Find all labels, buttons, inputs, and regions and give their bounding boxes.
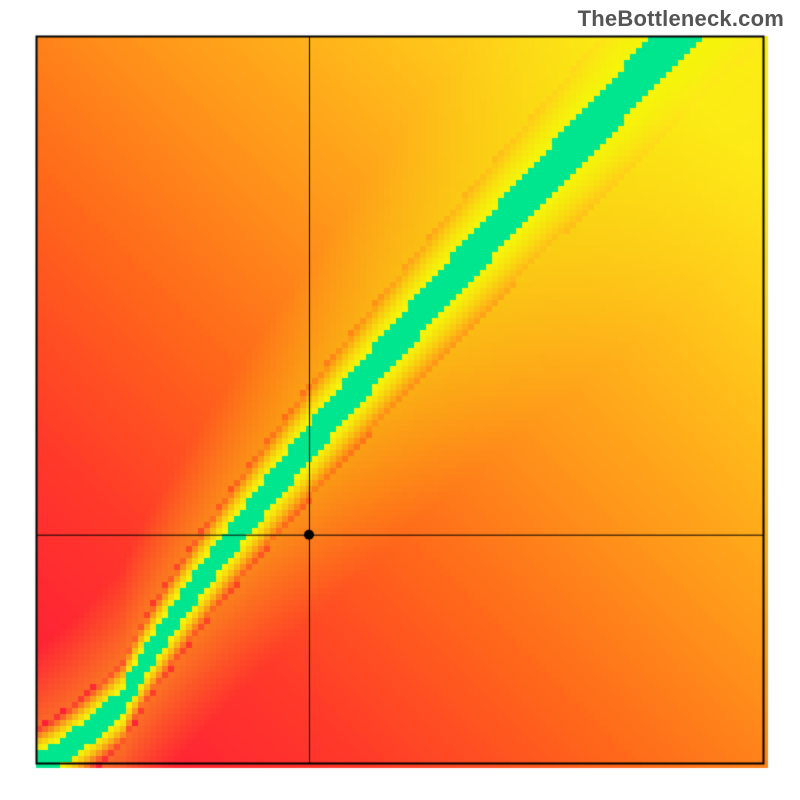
heatmap-canvas: [0, 0, 800, 800]
watermark-text: TheBottleneck.com: [578, 6, 784, 32]
chart-container: TheBottleneck.com: [0, 0, 800, 800]
